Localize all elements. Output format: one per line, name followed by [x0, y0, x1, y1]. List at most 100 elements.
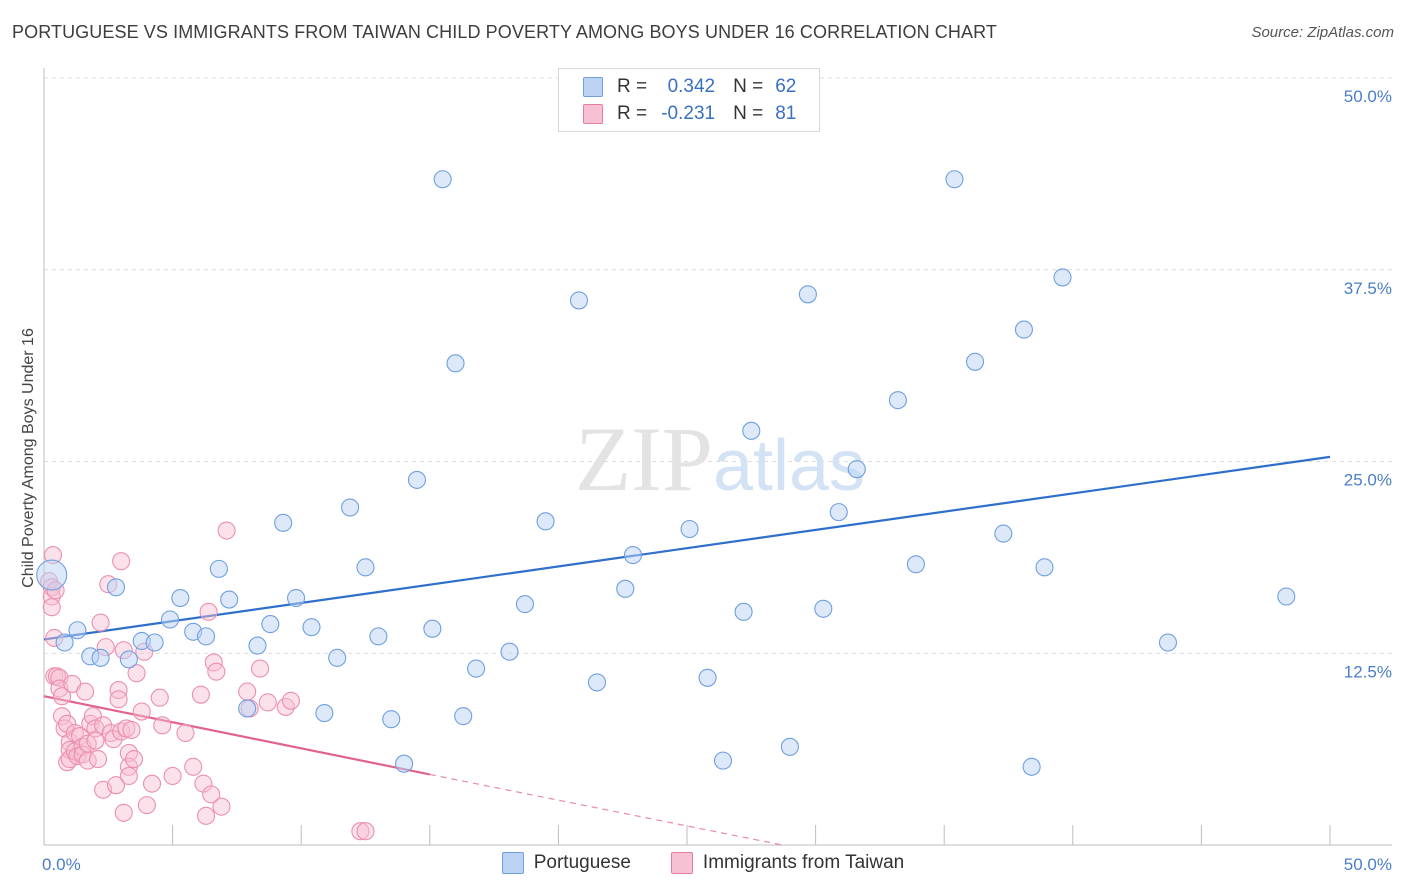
data-point-taiwan	[238, 682, 257, 701]
data-point-taiwan	[112, 552, 131, 571]
data-point-taiwan	[351, 822, 370, 841]
data-point-portuguese	[814, 599, 833, 618]
data-point-portuguese	[55, 633, 74, 652]
data-point-taiwan	[176, 723, 195, 743]
data-point-portuguese	[328, 648, 347, 667]
x-tick-label-max: 50.0%	[1344, 855, 1392, 874]
data-point-portuguese	[238, 699, 257, 718]
legend-n-label: N =	[733, 103, 764, 124]
data-point-taiwan	[52, 687, 72, 706]
data-point-portuguese	[315, 704, 334, 723]
data-point-taiwan	[142, 774, 162, 793]
data-point-taiwan	[202, 785, 221, 804]
data-point-portuguese	[780, 737, 799, 756]
stats-legend: R = 0.342 N = 62 R = -0.231 N = 81	[558, 68, 820, 132]
data-point-portuguese	[569, 291, 589, 310]
data-point-taiwan	[122, 720, 141, 740]
data-point-taiwan	[199, 602, 218, 621]
data-point-taiwan	[76, 682, 95, 701]
chart-source: Source: ZipAtlas.com	[1251, 24, 1394, 41]
data-point-portuguese	[587, 673, 607, 692]
series-legend: Portuguese Immigrants from Taiwan	[0, 852, 1406, 874]
data-point-portuguese	[500, 642, 519, 661]
data-point-portuguese	[1014, 320, 1033, 339]
data-point-portuguese	[356, 558, 375, 577]
data-point-taiwan	[150, 688, 169, 707]
data-point-taiwan	[163, 766, 182, 786]
legend-swatch-taiwan	[583, 104, 603, 124]
legend-item-portuguese[interactable]: Portuguese	[501, 852, 631, 874]
data-point-taiwan	[132, 702, 151, 721]
data-point-taiwan	[212, 797, 231, 816]
data-point-taiwan	[137, 796, 156, 815]
data-point-portuguese	[261, 615, 280, 634]
legend-row-taiwan: R = -0.231 N = 81	[583, 102, 796, 126]
data-point-taiwan	[88, 750, 108, 769]
data-point-portuguese	[906, 555, 925, 574]
data-point-portuguese	[515, 595, 535, 614]
data-point-taiwan	[196, 806, 216, 825]
legend-label-portuguese: Portuguese	[533, 852, 631, 873]
y-tick-label: 50.0%	[1344, 87, 1392, 106]
legend-item-taiwan[interactable]: Immigrants from Taiwan	[670, 852, 904, 874]
legend-n-value: 81	[775, 103, 797, 124]
y-axis-label: Child Poverty Among Boys Under 16	[20, 328, 37, 588]
data-point-portuguese	[1158, 633, 1178, 652]
data-point-taiwan	[42, 598, 61, 617]
data-point-taiwan	[104, 730, 123, 749]
data-point-taiwan	[258, 693, 277, 712]
data-point-portuguese	[145, 633, 164, 652]
grid-lines	[44, 77, 1392, 654]
legend-r-label: R =	[617, 76, 648, 97]
legend-swatch-portuguese	[501, 852, 524, 874]
data-point-taiwan	[281, 691, 300, 710]
data-point-portuguese	[1022, 757, 1041, 776]
data-point-taiwan	[91, 613, 110, 632]
y-tick-label: 25.0%	[1344, 471, 1392, 490]
data-point-portuguese	[467, 659, 486, 678]
legend-n-label: N =	[733, 76, 764, 97]
data-point-taiwan	[65, 723, 84, 743]
data-point-taiwan	[86, 731, 105, 750]
data-point-portuguese	[407, 470, 426, 489]
trend-line-portuguese	[43, 455, 1331, 641]
data-point-portuguese	[68, 621, 87, 640]
data-point-portuguese	[423, 619, 442, 638]
series-portuguese	[36, 170, 1296, 776]
data-point-taiwan	[250, 659, 270, 678]
legend-n-value: 62	[775, 76, 797, 97]
data-point-taiwan	[124, 750, 144, 769]
data-point-portuguese	[119, 650, 138, 669]
data-point-taiwan	[191, 685, 210, 704]
data-point-taiwan	[109, 681, 128, 700]
data-point-taiwan	[114, 803, 133, 822]
data-point-portuguese	[274, 513, 293, 532]
trend-line-taiwan-extrapolated	[429, 773, 783, 846]
data-point-portuguese	[847, 460, 866, 479]
chart-title: PORTUGUESE VS IMMIGRANTS FROM TAIWAN CHI…	[12, 22, 997, 42]
data-point-portuguese	[680, 519, 699, 539]
data-point-portuguese	[616, 579, 635, 598]
data-point-portuguese	[994, 524, 1013, 543]
data-point-portuguese	[220, 590, 239, 609]
data-point-portuguese	[91, 648, 110, 667]
data-point-portuguese	[209, 559, 228, 578]
data-point-taiwan	[184, 757, 203, 776]
data-point-portuguese	[698, 668, 717, 687]
data-point-portuguese	[1053, 268, 1072, 287]
data-point-portuguese	[160, 610, 180, 629]
series-immigrants-from-taiwan	[40, 521, 375, 841]
data-point-portuguese	[1035, 558, 1054, 577]
data-point-portuguese	[36, 559, 68, 591]
data-point-taiwan	[153, 716, 172, 735]
data-point-portuguese	[734, 602, 753, 621]
data-point-portuguese	[106, 578, 126, 597]
data-point-portuguese	[623, 546, 643, 565]
x-tick-label-min: 0.0%	[42, 855, 81, 874]
data-point-portuguese	[713, 751, 733, 770]
y-tick-label: 37.5%	[1344, 279, 1392, 298]
trend-lines	[43, 455, 1331, 846]
data-point-portuguese	[395, 754, 414, 773]
data-point-taiwan	[207, 662, 226, 681]
